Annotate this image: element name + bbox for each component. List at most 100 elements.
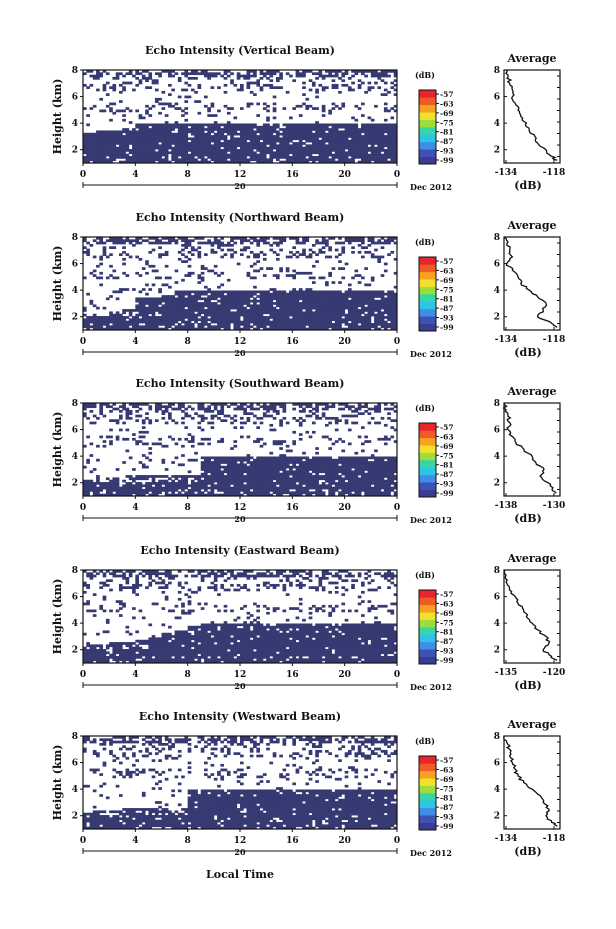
heatmap-cell — [259, 290, 264, 294]
heatmap-cell — [187, 142, 192, 145]
heatmap-cell — [354, 70, 359, 73]
heatmap-cell — [223, 144, 228, 148]
heatmap-cell — [380, 313, 385, 317]
heatmap-cell — [109, 144, 113, 148]
heatmap-cell — [99, 139, 104, 143]
heatmap-cell — [305, 239, 310, 243]
heatmap-cell — [272, 297, 277, 301]
heatmap-cell — [141, 153, 146, 157]
heatmap-cell — [305, 146, 310, 150]
heatmap-cell — [279, 76, 283, 80]
heatmap-cell — [240, 290, 244, 294]
heatmap-cell — [279, 311, 283, 315]
heatmap-cell — [282, 465, 287, 469]
heatmap-cell — [341, 142, 346, 145]
heatmap-cell — [128, 327, 133, 331]
heatmap-cell — [370, 139, 375, 143]
heatmap-cell — [262, 139, 267, 143]
heatmap-cell — [233, 318, 238, 322]
heatmap-cell — [168, 135, 172, 138]
heatmap-cell — [187, 292, 192, 296]
heatmap-cell — [148, 151, 153, 155]
heatmap-cell — [145, 158, 149, 162]
heatmap-cell — [171, 486, 175, 490]
heatmap-cell — [266, 292, 270, 296]
heatmap-cell — [321, 132, 326, 136]
heatmap-cell — [164, 253, 169, 257]
heatmap-cell — [181, 72, 185, 76]
heatmap-cell — [357, 144, 362, 148]
heatmap-cell — [269, 461, 274, 464]
heatmap-cell — [92, 156, 97, 159]
heatmap-cell — [213, 146, 218, 150]
heatmap-cell — [115, 468, 120, 471]
heatmap-cell — [315, 72, 319, 76]
heatmap-cell — [374, 151, 378, 155]
heatmap-cell — [295, 104, 300, 108]
heatmap-cell — [174, 241, 179, 245]
heatmap-cell — [289, 123, 293, 127]
heatmap-cell — [138, 116, 143, 120]
heatmap-cell — [315, 302, 319, 305]
heatmap-cell — [266, 414, 270, 418]
heatmap-cell — [236, 156, 241, 159]
heatmap-cell — [364, 153, 368, 157]
heatmap-cell — [83, 491, 87, 495]
heatmap-cell — [334, 83, 339, 87]
heatmap-cell — [272, 320, 277, 324]
heatmap-cell — [279, 327, 283, 331]
heatmap-cell — [194, 151, 198, 155]
heatmap-cell — [302, 477, 306, 481]
heatmap-cell — [262, 156, 267, 159]
heatmap-cell — [292, 456, 296, 460]
heatmap-cell — [298, 295, 303, 298]
heatmap-cell — [86, 142, 90, 145]
heatmap-cell — [318, 135, 323, 138]
heatmap-cell — [210, 72, 215, 76]
heatmap-cell — [279, 475, 283, 478]
heatmap-cell — [298, 433, 303, 436]
heatmap-cell — [315, 135, 319, 138]
heatmap-cell — [161, 107, 166, 110]
heatmap-cell — [236, 470, 241, 474]
heatmap-cell — [390, 250, 395, 254]
heatmap-cell — [128, 412, 133, 416]
heatmap-cell — [289, 290, 293, 294]
heatmap-cell — [292, 477, 296, 481]
heatmap-cell — [200, 456, 205, 460]
heatmap-cell — [347, 325, 352, 329]
heatmap-cell — [213, 114, 218, 117]
heatmap-cell — [132, 318, 136, 322]
heatmap-cell — [266, 104, 270, 108]
heatmap-cell — [184, 299, 189, 303]
heatmap-cell — [210, 248, 215, 252]
heatmap-cell — [321, 316, 326, 319]
heatmap-cell — [92, 323, 97, 326]
heatmap-cell — [158, 489, 162, 492]
heatmap-cell — [210, 484, 215, 488]
heatmap-cell — [141, 123, 146, 127]
heatmap-cell — [233, 158, 238, 162]
heatmap-cell — [161, 405, 166, 409]
heatmap-cell — [145, 144, 149, 148]
heatmap-cell — [266, 267, 270, 270]
heatmap-cell — [177, 76, 182, 80]
x-tick-label: 12 — [234, 170, 247, 180]
heatmap-cell — [158, 72, 162, 76]
heatmap-cell — [184, 158, 189, 162]
heatmap-cell — [253, 461, 257, 464]
heatmap-cell — [262, 257, 267, 261]
heatmap-cell — [99, 318, 104, 322]
heatmap-cell — [102, 132, 107, 136]
heatmap-cell — [96, 482, 100, 485]
heatmap-cell — [282, 486, 287, 490]
heatmap-cell — [190, 416, 195, 420]
heatmap-cell — [315, 325, 319, 329]
heatmap-cell — [210, 125, 215, 129]
heatmap-cell — [135, 151, 139, 155]
heatmap-cell — [118, 320, 123, 324]
heatmap-cell — [240, 302, 244, 305]
heatmap-cell — [357, 153, 362, 157]
heatmap-cell — [86, 479, 90, 483]
